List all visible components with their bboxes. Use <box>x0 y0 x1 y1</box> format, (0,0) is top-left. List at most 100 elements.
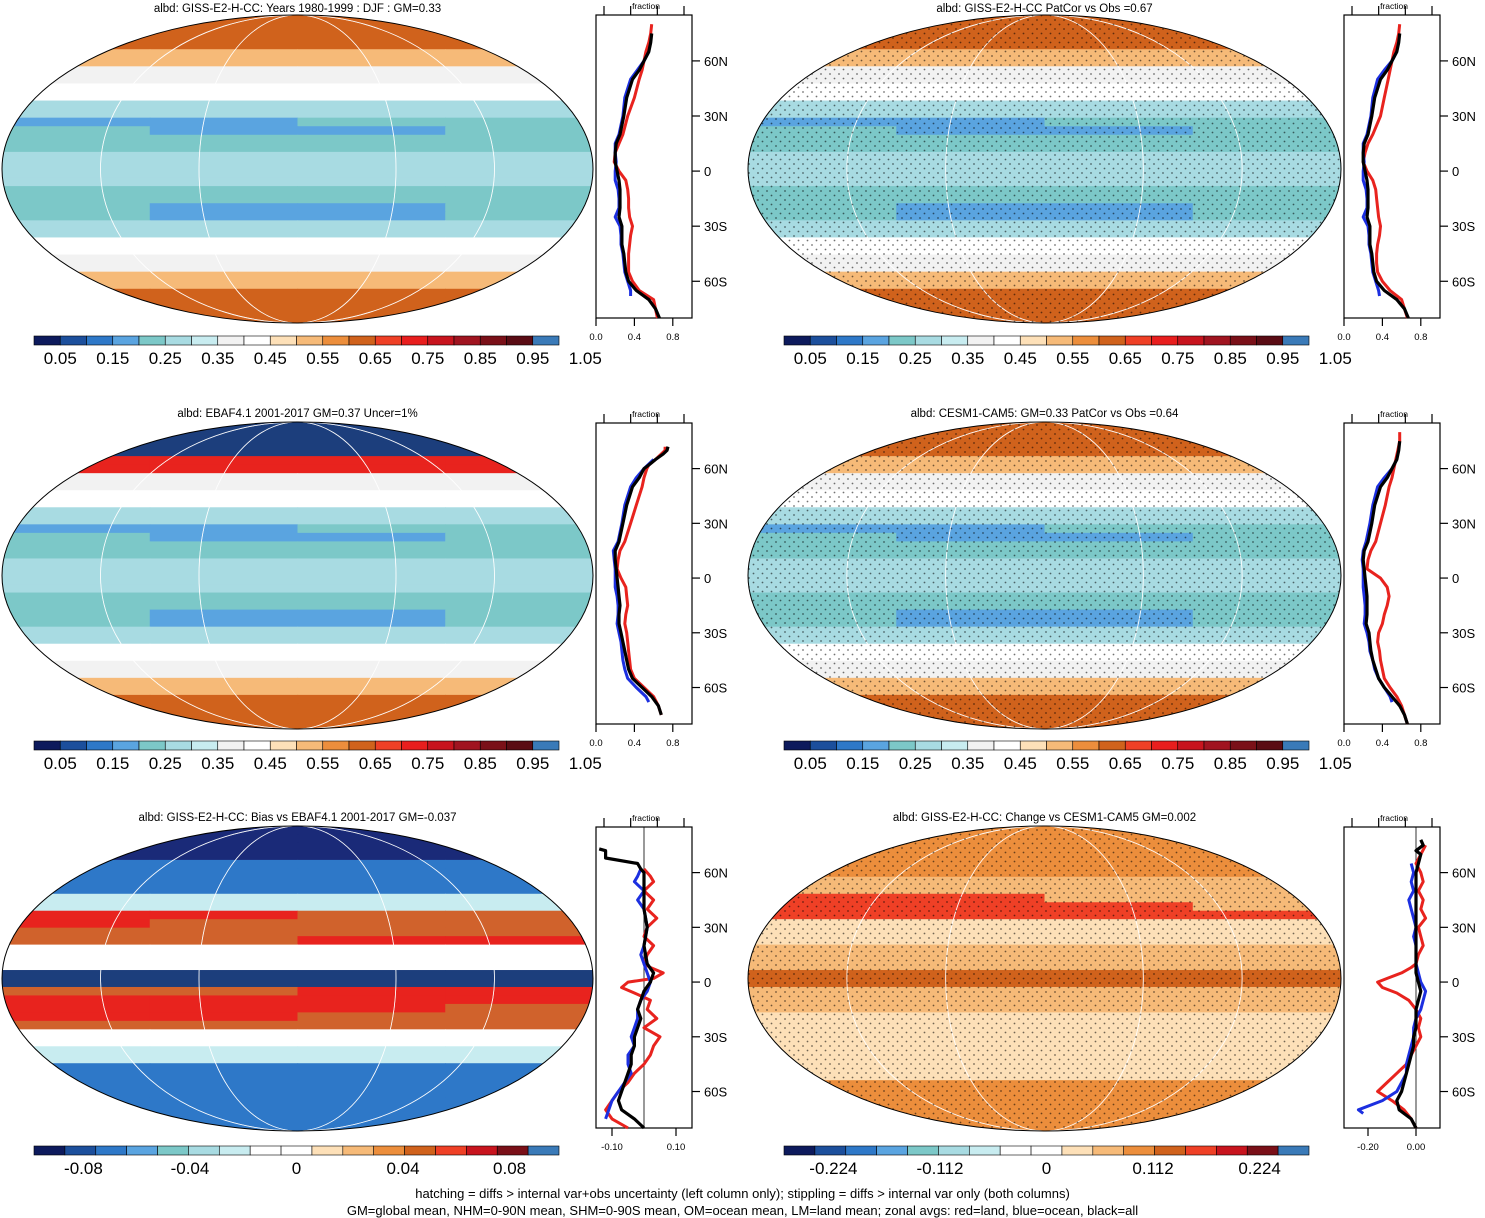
zonal-lat-label: 30N <box>704 516 728 531</box>
colorbar-swatch <box>1098 740 1126 751</box>
colorbar-swatch <box>342 1145 375 1156</box>
colorbar-swatch <box>968 1145 1001 1156</box>
zonal-lat-label: 60S <box>1452 274 1475 289</box>
colorbar-swatch <box>941 740 969 751</box>
colorbar-swatch <box>374 740 402 751</box>
zonal-x-label: 0.00 <box>1407 1142 1426 1153</box>
colorbar: -0.08 -0.04 0 0.04 0.08 <box>33 1145 560 1178</box>
colorbar-swatch <box>138 335 166 346</box>
colorbar-swatch <box>1046 740 1074 751</box>
zonal-series-all <box>613 33 661 319</box>
zonal-frame <box>595 14 693 319</box>
zonal-series-land <box>604 868 665 1130</box>
map-outline <box>1 825 594 1132</box>
colorbar-swatch <box>435 1145 467 1156</box>
colorbar-swatch <box>1019 335 1047 346</box>
colorbar-swatch <box>348 740 376 751</box>
colorbar-swatch <box>809 335 837 346</box>
map-stipple <box>748 15 1341 323</box>
colorbar-swatch <box>506 740 534 751</box>
colorbar-swatch <box>967 335 995 346</box>
colorbar-swatch <box>479 335 507 346</box>
zonal-lat-label: 0 <box>1452 975 1459 990</box>
colorbar-label: 0.08 <box>493 1159 526 1178</box>
colorbar-swatch <box>1177 335 1205 346</box>
colorbar-label: 0.65 <box>359 349 392 368</box>
colorbar-swatch <box>33 740 61 751</box>
map-outline <box>747 825 1342 1132</box>
colorbar-swatch <box>532 335 560 346</box>
colorbar-swatch <box>191 335 219 346</box>
colorbar-label: 0.15 <box>96 754 129 773</box>
zonal-frame <box>1343 422 1441 725</box>
map-title: albd: GISS-E2-H-CC PatCor vs Obs =0.67 <box>936 3 1152 15</box>
colorbar-swatch <box>999 1145 1032 1156</box>
colorbar-label: 0.05 <box>794 754 827 773</box>
zonal-lat-label: 30S <box>1452 219 1475 234</box>
colorbar-label: 1.05 <box>569 754 602 773</box>
map-outline <box>747 14 1342 324</box>
zonal-x-label: -0.10 <box>601 1142 623 1153</box>
colorbar-swatch <box>401 740 429 751</box>
zonal-panel: fraction 60N 30N 0 30S 60S -0.20 0.00 <box>1343 813 1476 1153</box>
zonal-series-land <box>615 446 667 716</box>
zonal-series-ocean <box>1360 458 1399 703</box>
colorbar-swatch <box>243 335 271 346</box>
zonal-xlabel: fraction <box>1380 813 1408 823</box>
colorbar-swatch <box>1046 335 1074 346</box>
colorbar-swatch <box>348 335 376 346</box>
colorbar-swatch <box>1072 335 1100 346</box>
zonal-lat-label: 60N <box>1452 866 1476 881</box>
colorbar-swatch <box>311 1145 344 1156</box>
colorbar-swatch <box>1177 740 1205 751</box>
zonal-lat-label: 60N <box>704 462 728 477</box>
colorbar-label: 0.65 <box>1109 349 1142 368</box>
zonal-lat-label: 30S <box>1452 626 1475 641</box>
colorbar-label: -0.04 <box>171 1159 210 1178</box>
colorbar-swatch <box>1282 335 1310 346</box>
zonal-series-all <box>1361 33 1410 319</box>
colorbar-swatch <box>1030 1145 1063 1156</box>
colorbar-swatch <box>401 335 429 346</box>
map-field <box>2 422 593 729</box>
colorbar-swatch <box>1277 1145 1310 1156</box>
colorbar-label: -0.224 <box>809 1159 857 1178</box>
colorbar-label: 0.112 <box>1132 1159 1173 1178</box>
zonal-series-land <box>1365 432 1409 725</box>
colorbar: 0.05 0.15 0.25 0.35 0.45 0.55 0.65 0.75 0.85 0.95… <box>783 740 1352 773</box>
colorbar-swatch <box>814 1145 847 1156</box>
zonal-x-label: 0.8 <box>666 332 679 343</box>
panel-2: albd: GISS-E2-H-CC PatCor vs Obs =0.67 0.… <box>747 1 1476 368</box>
zonal-frame <box>595 422 693 725</box>
colorbar-label: 0.95 <box>516 754 549 773</box>
map-title: albd: CESM1-CAM5: GM=0.33 PatCor vs Obs … <box>911 408 1179 420</box>
zonal-panel: fraction 60N 30N 0 30S 60S 0.0 0.4 0.8 <box>589 409 727 749</box>
zonal-lat-label: 60S <box>704 274 727 289</box>
colorbar-swatch <box>1203 335 1231 346</box>
colorbar-swatch <box>862 740 890 751</box>
zonal-panel: fraction 60N 30N 0 30S 60S -0.10 0.10 <box>595 813 728 1153</box>
colorbar-swatch <box>33 335 61 346</box>
zonal-lat-label: 30N <box>704 109 728 124</box>
colorbar-label: 0.35 <box>951 349 984 368</box>
zonal-lat-label: 60S <box>1452 1085 1475 1100</box>
zonal-lat-label: 60N <box>1452 54 1476 69</box>
colorbar-label: 0.85 <box>464 754 497 773</box>
zonal-x-label: 0.4 <box>1376 738 1389 749</box>
map-field <box>748 15 1341 323</box>
colorbar-swatch <box>269 740 297 751</box>
colorbar-label: 0.75 <box>1161 754 1194 773</box>
colorbar-swatch <box>783 335 811 346</box>
zonal-xlabel: fraction <box>1380 1 1408 11</box>
colorbar-swatch <box>532 740 560 751</box>
colorbar-swatch <box>1229 740 1257 751</box>
colorbar-label: 0.95 <box>516 349 549 368</box>
panel-3: albd: EBAF4.1 2001-2017 GM=0.37 Uncer=1%… <box>1 408 728 773</box>
colorbar-swatch <box>59 335 87 346</box>
colorbar-swatch <box>1061 1145 1094 1156</box>
colorbar-swatch <box>453 740 481 751</box>
zonal-xlabel: fraction <box>632 409 660 419</box>
zonal-x-label: 0.0 <box>589 332 602 343</box>
colorbar-swatch <box>876 1145 908 1156</box>
colorbar-swatch <box>862 335 890 346</box>
